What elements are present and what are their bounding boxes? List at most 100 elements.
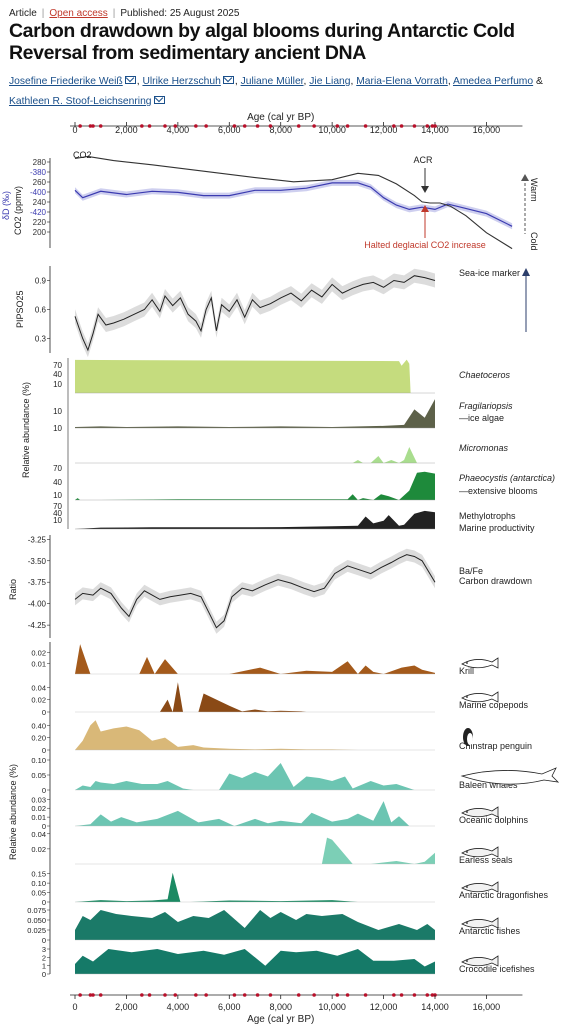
y-tick-label: 0.075 <box>27 906 46 915</box>
author-link[interactable]: Juliane Müller <box>240 76 304 87</box>
pipso-band <box>75 268 435 358</box>
email-icon[interactable] <box>222 76 234 84</box>
date-marker <box>173 124 178 128</box>
fish-icon <box>461 917 499 929</box>
bafe-line <box>74 554 436 629</box>
date-marker <box>147 124 152 128</box>
date-marker <box>194 993 198 997</box>
y-axis-label-dd: δD (‰) <box>1 191 11 220</box>
y-tick-label: 0.02 <box>31 649 46 658</box>
email-icon[interactable] <box>124 76 136 84</box>
x-tick-label-top: 4,000 <box>167 125 190 135</box>
y-tick-label: 220 <box>33 218 47 227</box>
y-tick-label: 2 <box>42 953 46 962</box>
y-tick-label: 0.02 <box>31 804 46 813</box>
email-icon[interactable] <box>153 96 165 104</box>
open-access-badge[interactable]: Open access <box>49 8 108 19</box>
y-tick-label: 0.01 <box>31 813 46 822</box>
y-tick-label: 0.050 <box>27 916 46 925</box>
author-link[interactable]: Kathleen R. Stoof-Leichsenring <box>9 96 152 107</box>
date-marker <box>335 124 340 128</box>
bafe-label: Ba/Fe <box>459 566 483 576</box>
date-marker <box>194 124 198 128</box>
y-tick-label: 0.9 <box>35 277 47 286</box>
date-marker <box>412 993 417 997</box>
y-tick-label: 10 <box>53 516 62 525</box>
y-tick-label: 1 <box>42 962 46 971</box>
x-tick-label-top: 14,000 <box>421 125 449 135</box>
author-link[interactable]: Josefine Friederike Weiß <box>9 76 123 87</box>
date-marker <box>335 993 340 997</box>
acr-arrowhead <box>421 186 429 193</box>
date-marker <box>345 993 350 997</box>
y-tick-label: 10 <box>53 491 62 500</box>
date-marker <box>430 124 435 128</box>
y-tick-label: 0.02 <box>31 696 46 705</box>
icon-eye <box>466 851 468 853</box>
y-tick-label: 0.025 <box>27 926 46 935</box>
icon-shape <box>461 955 499 967</box>
date-marker <box>312 993 316 997</box>
y-tick-label: 40 <box>53 509 62 518</box>
area-chaetoceros <box>75 359 411 393</box>
y-tick-label: -420 <box>30 208 47 217</box>
date-marker <box>296 993 301 997</box>
date-marker <box>242 993 247 997</box>
date-marker <box>78 993 82 997</box>
icon-shape <box>461 691 499 703</box>
x-tick-label-top: 16,000 <box>473 125 501 135</box>
x-axis-title-bottom: Age (cal yr BP) <box>247 1014 314 1024</box>
y-tick-label: 10 <box>53 407 62 416</box>
series-label: Oceanic dolphins <box>459 815 529 825</box>
y-tick-label: 0.40 <box>31 721 46 730</box>
date-marker <box>163 993 167 997</box>
author-link[interactable]: Ulrike Herzschuh <box>142 76 221 87</box>
icon-eye <box>466 696 468 698</box>
author-link[interactable]: Maria-Elena Vorrath <box>356 76 448 87</box>
icon-shape <box>461 846 499 858</box>
y-tick-label: 0 <box>42 936 46 945</box>
y-tick-label: 280 <box>33 158 47 167</box>
series-label: Marine copepods <box>459 700 529 710</box>
y-tick-label: 70 <box>53 361 62 370</box>
author-link[interactable]: Amedea Perfumo <box>452 76 534 87</box>
warm-arrowhead <box>521 174 529 181</box>
icon-shape <box>461 917 499 929</box>
date-marker <box>98 124 103 128</box>
x-tick-label-bottom: 8,000 <box>269 1002 292 1012</box>
icon-eye <box>466 886 468 888</box>
halted-arrowhead <box>421 205 429 212</box>
icon-eye <box>466 922 468 924</box>
area-methylotrophs <box>75 510 435 529</box>
y-tick-label: -3.75 <box>28 578 47 587</box>
series-label: Micromonas <box>459 443 509 453</box>
icon-eye <box>466 811 468 813</box>
area-micromonas <box>75 447 435 463</box>
y-tick-label: 240 <box>33 198 47 207</box>
author-link[interactable]: Jie Liang <box>309 76 351 87</box>
acr-label: ACR <box>413 155 433 165</box>
date-marker <box>232 124 237 128</box>
y-tick-label: 0.02 <box>31 845 46 854</box>
sea-ice-label: Sea-ice marker <box>459 268 520 278</box>
y-tick-label: 0 <box>42 708 46 717</box>
y-tick-label: 0.15 <box>31 870 46 879</box>
date-marker <box>88 993 93 997</box>
bafe-sublabel: Carbon drawdown <box>459 576 532 586</box>
date-marker <box>425 124 430 128</box>
date-marker <box>242 124 247 128</box>
series-sublabel: Marine productivity <box>459 523 535 533</box>
date-marker <box>392 124 396 128</box>
date-marker <box>296 124 301 128</box>
y-tick-label: 0 <box>42 898 46 907</box>
date-marker <box>255 993 260 997</box>
icon-eye <box>466 960 468 962</box>
author-list: Josefine Friederike Weiß, Ulrike Herzsch… <box>9 76 543 107</box>
bafe-y-label: Ratio <box>8 579 18 600</box>
krill-icon <box>461 657 499 669</box>
article-meta: Article | Open access | Published: 25 August… <box>9 8 240 19</box>
dragonfish-icon <box>461 881 499 893</box>
icefish-icon <box>461 955 499 967</box>
y-tick-label: 0.04 <box>31 683 46 692</box>
area-antarctic-fishes <box>75 910 435 940</box>
